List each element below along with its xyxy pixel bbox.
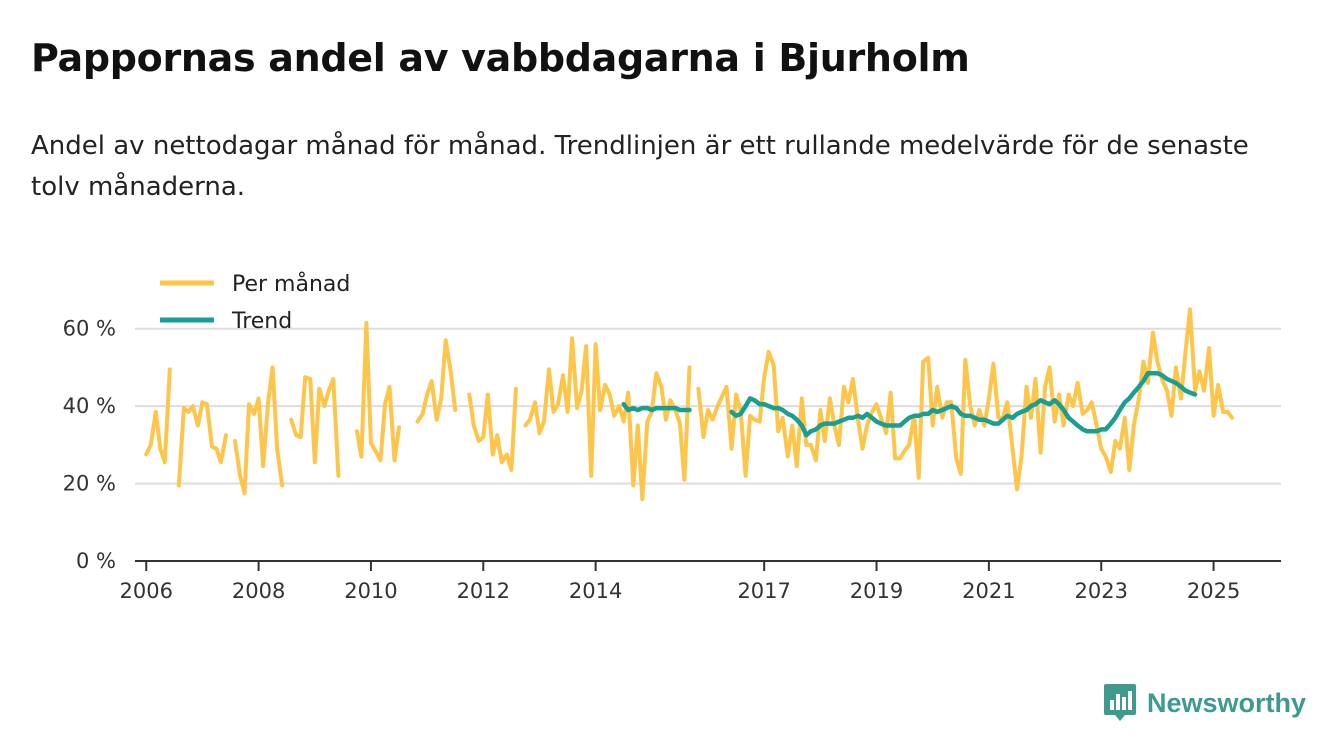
x-tick-label: 2021 bbox=[962, 579, 1015, 603]
x-tick-label: 2010 bbox=[344, 579, 397, 603]
legend: Per månad Trend bbox=[160, 271, 350, 334]
x-tick-label: 2017 bbox=[737, 579, 790, 603]
legend-label: Trend bbox=[231, 309, 292, 334]
x-axis-ticks: 2006 2008 2010 2012 2014 2017 2019 2021 2023 2025 bbox=[120, 561, 1240, 603]
x-tick-label: 2019 bbox=[850, 579, 903, 603]
brand-name: Newsworthy bbox=[1147, 687, 1307, 718]
x-tick-label: 2012 bbox=[457, 579, 510, 603]
x-tick-label: 2025 bbox=[1187, 579, 1240, 603]
y-axis-ticks: 0 % 20 % 40 % 60 % bbox=[63, 317, 116, 573]
series-line-trend bbox=[621, 370, 1198, 438]
chart-series bbox=[144, 307, 1235, 502]
chart-title: Pappornas andel av vabbdagarna i Bjurhol… bbox=[31, 36, 970, 80]
newsworthy-logo: Newsworthy bbox=[1103, 683, 1306, 723]
x-tick-label: 2006 bbox=[120, 579, 173, 603]
series-line-per-manad bbox=[144, 307, 1235, 502]
legend-label: Per månad bbox=[232, 271, 350, 297]
x-tick-label: 2023 bbox=[1075, 579, 1128, 603]
y-tick-label: 20 % bbox=[63, 472, 116, 496]
gridlines bbox=[135, 327, 1281, 485]
x-tick-label: 2014 bbox=[569, 579, 622, 603]
bar-chart-bubble-icon bbox=[1104, 684, 1136, 721]
chart-subtitle: Andel av nettodagar månad för månad. Tre… bbox=[31, 131, 1249, 202]
x-tick-label: 2008 bbox=[232, 579, 285, 603]
y-tick-label: 60 % bbox=[63, 317, 116, 341]
y-tick-label: 0 % bbox=[76, 549, 116, 573]
y-tick-label: 40 % bbox=[63, 394, 116, 418]
